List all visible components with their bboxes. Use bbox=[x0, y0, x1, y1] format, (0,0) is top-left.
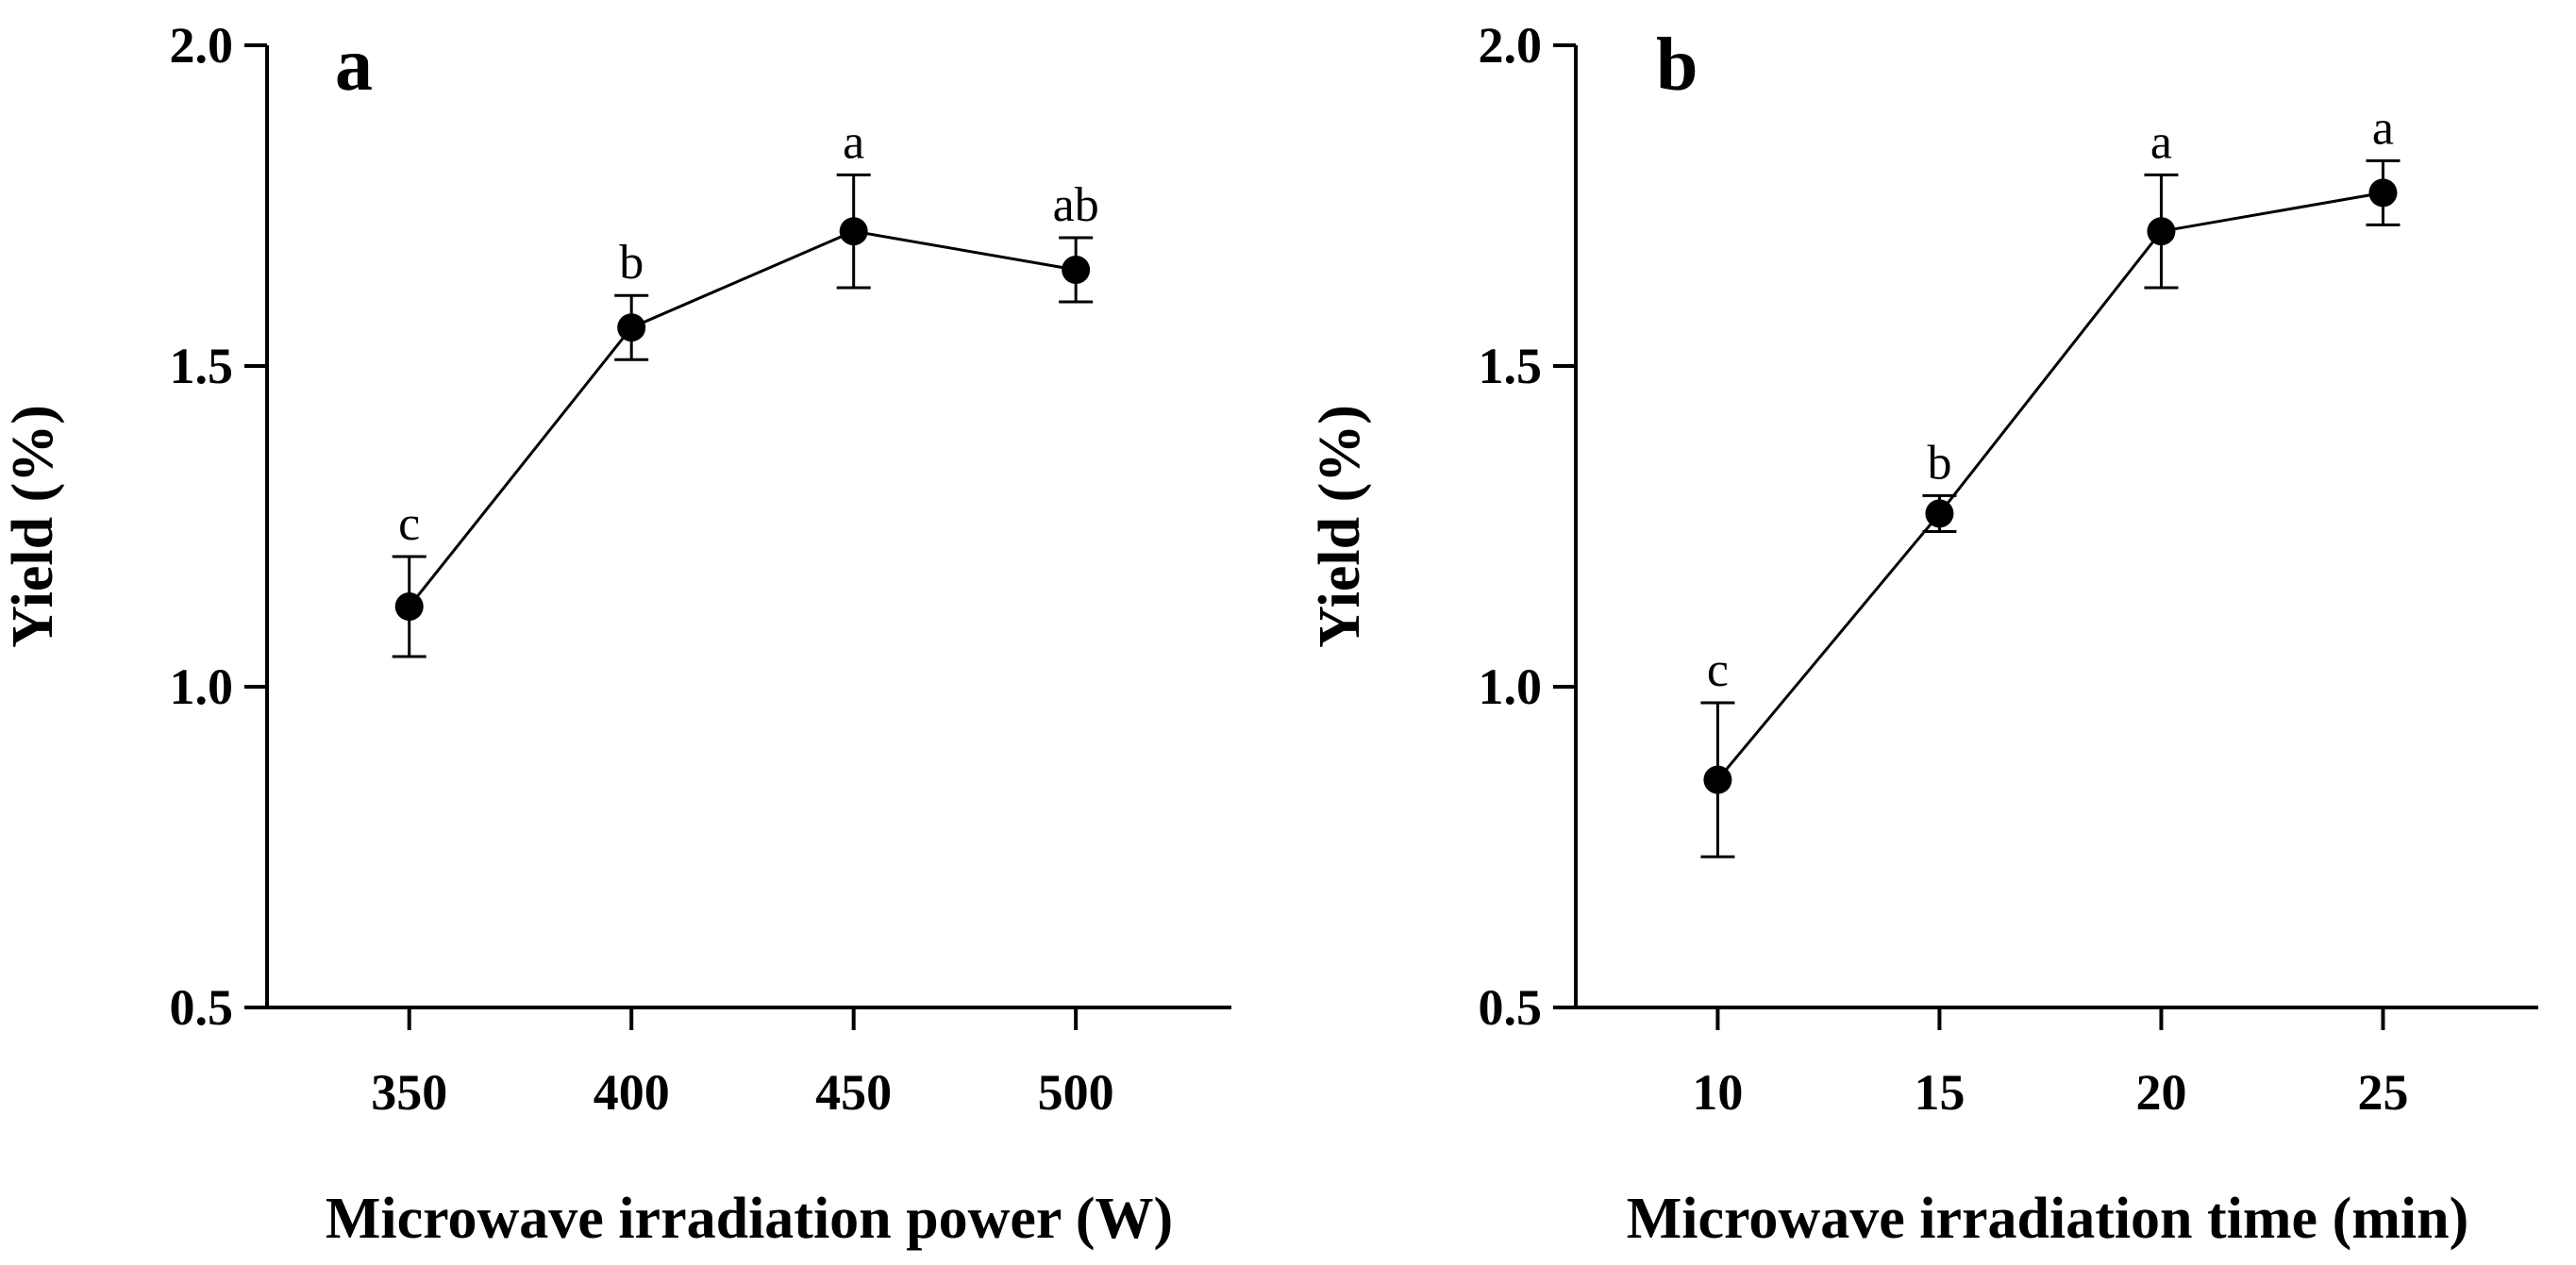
significance-label: c bbox=[398, 497, 420, 551]
x-tick-label: 20 bbox=[2135, 1064, 2186, 1121]
y-axis-title: Yield (%) bbox=[1308, 405, 1372, 648]
panel-letter: a bbox=[335, 24, 373, 107]
x-axis-title: Microwave irradiation time (min) bbox=[1627, 1187, 2468, 1251]
data-point bbox=[2368, 178, 2398, 208]
y-tick-label: 0.5 bbox=[1479, 979, 1543, 1036]
x-tick-label: 400 bbox=[594, 1064, 670, 1121]
y-tick-label: 1.5 bbox=[1479, 338, 1543, 394]
y-tick-label: 0.5 bbox=[170, 979, 234, 1036]
data-point bbox=[1703, 765, 1732, 794]
series-line bbox=[1716, 191, 2384, 781]
x-tick-label: 10 bbox=[1692, 1064, 1743, 1121]
x-tick-label: 25 bbox=[2357, 1064, 2408, 1121]
x-tick-label: 350 bbox=[371, 1064, 447, 1121]
significance-label: a bbox=[2150, 115, 2172, 169]
y-tick-label: 1.0 bbox=[1479, 658, 1543, 715]
y-tick-label: 1.5 bbox=[170, 338, 234, 394]
panel-b: 0.5 1.0 1.5 2.0 10 15 20 25 Microwave irradiatio… bbox=[1308, 17, 2538, 1251]
x-tick-label: 500 bbox=[1038, 1064, 1114, 1121]
y-tick-label: 2.0 bbox=[170, 17, 234, 74]
significance-label: a bbox=[843, 115, 864, 169]
x-tick-label: 450 bbox=[815, 1064, 892, 1121]
y-tick-label: 2.0 bbox=[1479, 17, 1543, 74]
data-point bbox=[1062, 256, 1091, 284]
panel-a: 0.5 1.0 1.5 2.0 350 400 450 500 Microwave irradi… bbox=[1, 17, 1231, 1251]
x-axis-title: Microwave irradiation power (W) bbox=[326, 1187, 1173, 1251]
significance-label: c bbox=[1707, 643, 1729, 697]
data-point bbox=[394, 592, 424, 621]
data-point bbox=[839, 217, 868, 246]
data-point bbox=[617, 313, 646, 342]
data-point bbox=[2147, 217, 2176, 246]
y-tick-label: 1.0 bbox=[170, 658, 234, 715]
significance-label: b bbox=[1927, 436, 1951, 490]
y-axis-title: Yield (%) bbox=[1, 405, 65, 648]
panel-letter: b bbox=[1656, 24, 1698, 107]
x-tick-label: 15 bbox=[1914, 1064, 1965, 1121]
data-point bbox=[1925, 499, 1954, 528]
significance-label: b bbox=[619, 236, 644, 290]
significance-label: ab bbox=[1053, 178, 1099, 232]
series-line bbox=[408, 229, 1077, 608]
significance-label: a bbox=[2372, 101, 2394, 155]
